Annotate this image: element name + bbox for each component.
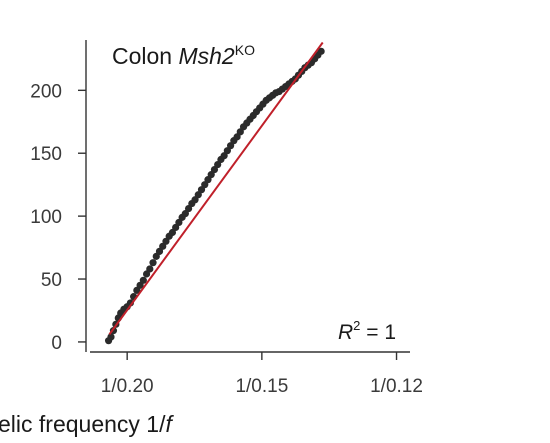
x-tick-label: 1/0.12 — [370, 376, 423, 397]
x-axis-label: elic frequency 1/f — [0, 411, 174, 437]
fit-line-group — [108, 41, 324, 335]
chart-title-superscript: KO — [235, 42, 255, 58]
chart-title-prefix: Colon — [112, 43, 178, 69]
r-squared-sup: 2 — [353, 318, 360, 333]
x-tick-label: 1/0.15 — [235, 376, 288, 397]
y-tick-label: 0 — [51, 333, 62, 354]
x-axis-label-prefix: elic frequency 1/ — [0, 411, 166, 437]
r-squared-annotation: R2 = 1 — [338, 318, 396, 344]
data-point — [149, 259, 157, 267]
r-squared-r: R — [338, 321, 353, 344]
y-tick-label: 100 — [30, 207, 62, 228]
data-point — [317, 47, 325, 55]
data-points — [104, 47, 325, 345]
x-axis-ticks: 1/0.20 1/0.15 1/0.12 — [101, 352, 423, 397]
y-axis-ticks: 0 50 100 150 200 — [30, 81, 86, 354]
x-tick-label: 1/0.20 — [101, 376, 154, 397]
y-tick-label: 200 — [30, 81, 62, 102]
data-point — [107, 333, 115, 341]
chart-title-italic: Msh2 — [178, 43, 234, 69]
chart-title: Colon Msh2KO — [112, 42, 255, 69]
r-squared-value: = 1 — [360, 321, 396, 344]
data-point — [146, 265, 154, 273]
fit-line — [108, 41, 324, 335]
y-tick-label: 150 — [30, 144, 62, 165]
x-axis-label-italic: f — [165, 411, 174, 437]
y-tick-label: 50 — [41, 270, 62, 291]
data-point — [139, 276, 147, 284]
